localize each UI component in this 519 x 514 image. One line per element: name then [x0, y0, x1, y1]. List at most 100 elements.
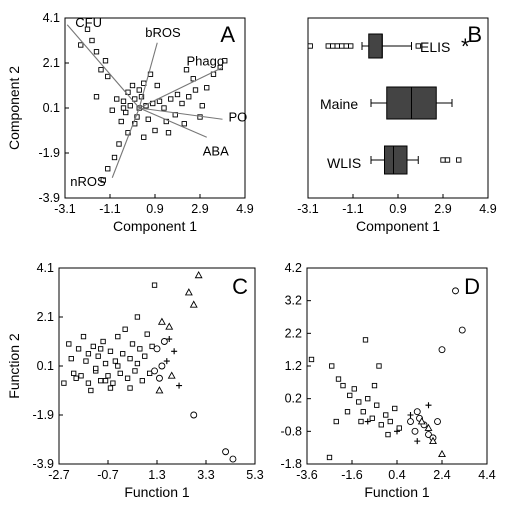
- square-marker: [146, 370, 153, 376]
- box: [368, 33, 383, 59]
- square-marker: [132, 368, 138, 374]
- square-marker: [181, 121, 187, 127]
- cross-marker: [176, 382, 183, 389]
- square-marker: [141, 134, 147, 140]
- circle-marker: [190, 411, 198, 419]
- square-marker: [129, 341, 136, 347]
- circle-marker: [222, 448, 230, 456]
- y-tick-label: 1.2: [285, 359, 302, 373]
- triangle-marker: [167, 371, 176, 379]
- loading-vector: [111, 107, 140, 178]
- square-marker: [307, 43, 313, 49]
- group-label: ELIS: [420, 39, 450, 55]
- triangle-marker: [155, 386, 164, 394]
- y-tick-label: -3.9: [38, 191, 60, 205]
- square-marker: [68, 356, 74, 362]
- square-marker: [137, 346, 143, 352]
- vector-label: bROS: [145, 25, 181, 40]
- group-label: WLIS: [327, 155, 361, 171]
- square-marker: [204, 85, 210, 91]
- square-marker: [156, 98, 163, 104]
- square-marker: [186, 94, 192, 100]
- square-marker: [358, 418, 364, 425]
- x-axis-title: Component 1: [113, 218, 197, 234]
- square-marker: [105, 73, 111, 80]
- square-marker: [107, 385, 114, 391]
- square-marker: [222, 58, 228, 64]
- square-marker: [374, 402, 380, 408]
- square-marker: [105, 373, 111, 379]
- square-marker: [132, 121, 138, 127]
- square-marker: [362, 337, 369, 343]
- triangle-marker: [184, 288, 193, 296]
- cross-marker: [163, 358, 170, 365]
- y-tick-label: 3.2: [285, 294, 302, 308]
- square-marker: [165, 130, 172, 136]
- square-marker: [152, 127, 158, 134]
- square-marker: [347, 392, 353, 399]
- square-marker: [102, 58, 109, 64]
- square-marker: [369, 415, 375, 421]
- square-marker: [145, 116, 151, 122]
- square-marker: [116, 141, 122, 147]
- square-marker: [134, 360, 141, 367]
- y-axis-title: Function 2: [6, 333, 22, 399]
- vector-label: ABA: [203, 143, 229, 158]
- y-tick-label: 0.1: [43, 101, 60, 115]
- square-marker: [78, 373, 84, 379]
- panel-b-boxplot: ELIS Maine WLIS *B -3.1 -1.1 0.9 2.9 4.9 Componen…: [297, 17, 497, 234]
- square-marker: [114, 96, 120, 102]
- square-marker: [383, 412, 389, 418]
- x-tick-label: 0.9: [389, 202, 406, 216]
- square-marker: [344, 409, 351, 415]
- x-axis-title: Function 1: [124, 484, 190, 500]
- circle-marker: [407, 418, 414, 425]
- square-marker: [85, 351, 92, 357]
- square-marker: [136, 87, 142, 93]
- circle-marker: [151, 367, 159, 375]
- triangle-marker: [438, 449, 446, 458]
- square-marker: [120, 105, 127, 111]
- circle-marker: [155, 374, 163, 382]
- square-marker: [192, 87, 199, 93]
- square-marker: [132, 96, 138, 102]
- triangle-marker: [417, 417, 426, 425]
- square-marker: [73, 375, 79, 381]
- square-marker: [134, 314, 141, 320]
- square-marker: [387, 418, 393, 425]
- square-marker: [129, 82, 136, 89]
- square-marker: [78, 42, 84, 48]
- square-marker: [348, 43, 354, 49]
- x-tick-label: 2.4: [433, 468, 450, 482]
- square-marker: [61, 380, 67, 386]
- square-marker: [89, 37, 95, 44]
- x-tick-label: 5.3: [246, 468, 263, 482]
- square-marker: [154, 82, 160, 89]
- circle-marker: [158, 362, 166, 370]
- y-tick-label: 2.1: [37, 310, 54, 324]
- loading-vector: [138, 42, 158, 109]
- y-axis-title: Component 2: [6, 66, 22, 150]
- square-marker: [93, 94, 100, 100]
- square-marker: [120, 98, 127, 104]
- square-marker: [75, 346, 82, 352]
- x-axis-title: Component 1: [356, 218, 440, 234]
- square-marker: [326, 454, 333, 461]
- vector-label: Phago: [187, 54, 225, 69]
- cross-marker: [171, 348, 178, 355]
- square-marker: [98, 67, 104, 73]
- x-tick-label: -0.7: [97, 468, 119, 482]
- triangle-marker: [194, 271, 203, 279]
- cross-marker: [166, 336, 173, 343]
- y-tick-label: -1.9: [38, 146, 60, 160]
- square-marker: [174, 91, 181, 98]
- square-marker: [118, 118, 124, 125]
- square-marker: [456, 157, 462, 163]
- square-marker: [112, 358, 119, 364]
- x-tick-label: 0.4: [388, 468, 405, 482]
- plot-frame: [58, 267, 256, 465]
- circle-marker: [229, 455, 237, 463]
- x-tick-label: 4.9: [479, 202, 496, 216]
- square-marker: [124, 375, 131, 381]
- loading-vector: [139, 67, 223, 109]
